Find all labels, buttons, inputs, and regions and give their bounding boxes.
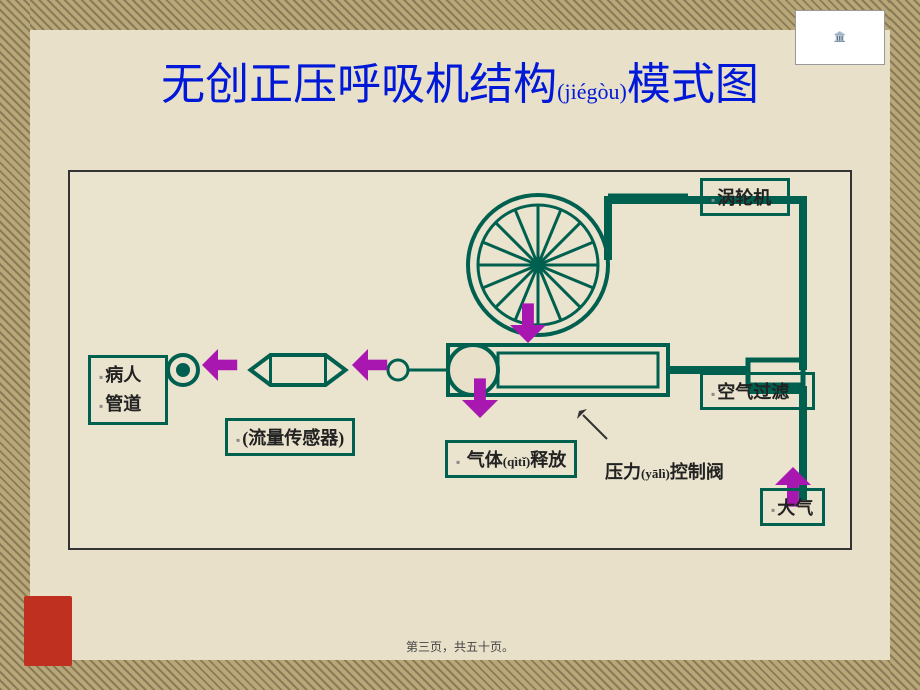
label-turbine: 涡轮机 — [700, 178, 790, 216]
title-prefix: 无创正压呼吸机结构 — [161, 60, 557, 109]
label-air-filter: 空气过滤 — [700, 372, 815, 410]
label-flow-sensor-text: (流量传感器) — [236, 428, 344, 448]
title-suffix: 模式图 — [627, 60, 759, 109]
seal-stamp — [24, 596, 72, 666]
border-top — [0, 0, 920, 30]
page-footer: 第三页，共五十页。 — [0, 638, 920, 655]
border-left — [0, 0, 30, 690]
label-gas-release-text: 气体(qìtǐ)释放 — [456, 450, 566, 470]
page-title: 无创正压呼吸机结构(jiégòu)模式图 — [50, 48, 870, 112]
border-bottom — [0, 660, 920, 690]
label-patient-text: 病人 — [99, 365, 141, 385]
title-pinyin: (jiégòu) — [557, 79, 627, 104]
label-pressure-valve: 压力(yālì)控制阀 — [605, 458, 724, 484]
label-flow-sensor: (流量传感器) — [225, 418, 355, 456]
label-patient-duct: 病人 管道 — [88, 355, 168, 425]
label-air-filter-text: 空气过滤 — [711, 382, 789, 402]
label-duct-text: 管道 — [99, 394, 141, 414]
label-atmosphere-text: 大气 — [771, 498, 813, 518]
diagram-svg — [68, 170, 852, 550]
label-atmosphere: 大气 — [760, 488, 825, 526]
label-gas-release: 气体(qìtǐ)释放 — [445, 440, 577, 478]
label-turbine-text: 涡轮机 — [711, 188, 771, 208]
border-right — [890, 0, 920, 690]
